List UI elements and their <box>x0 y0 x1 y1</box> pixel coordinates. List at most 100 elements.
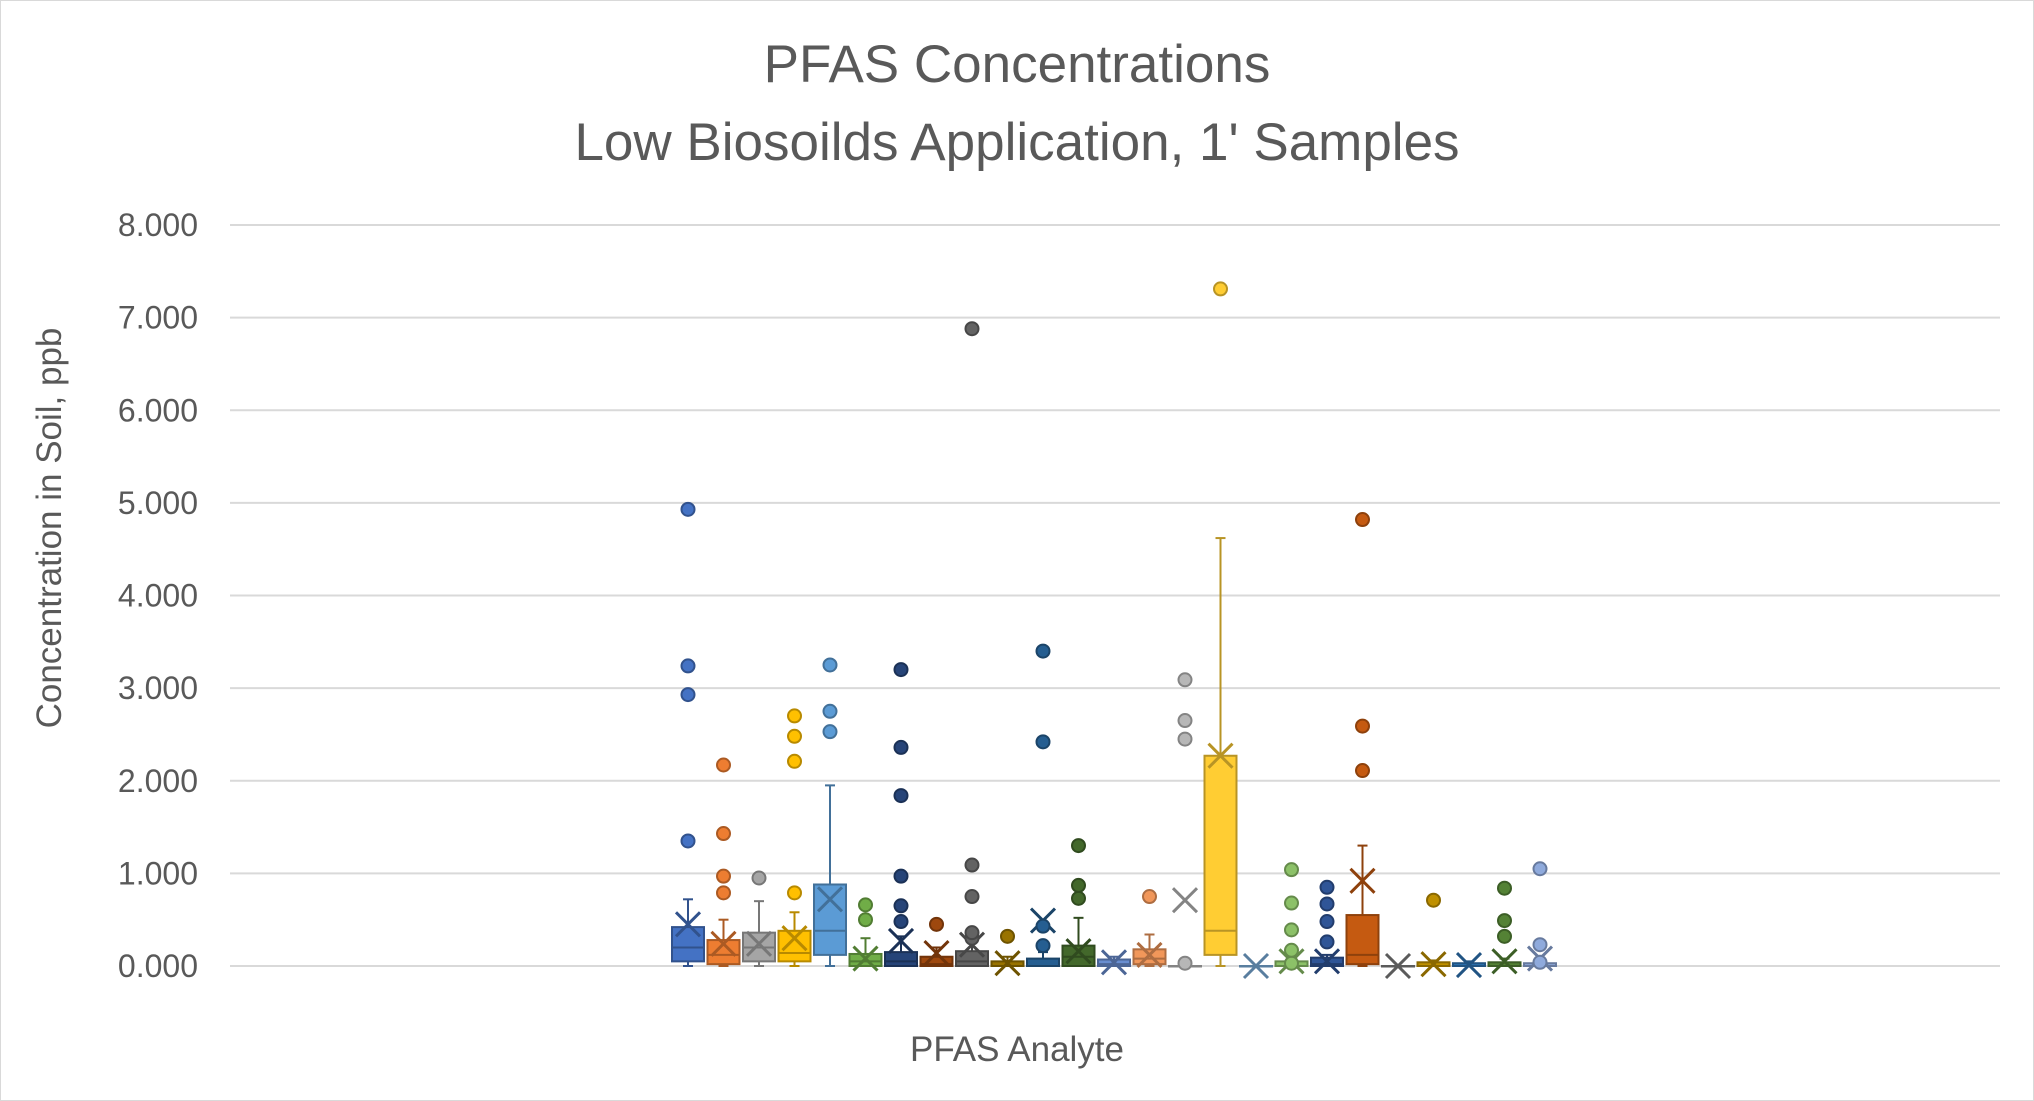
outlier-point <box>1284 942 1299 958</box>
outlier-point <box>1284 862 1299 878</box>
outlier-point <box>929 916 944 932</box>
mean-marker <box>1313 948 1341 975</box>
outlier-point <box>964 321 980 337</box>
mean-marker <box>781 925 808 952</box>
outlier-point <box>893 898 909 914</box>
outlier-point <box>893 662 909 678</box>
outlier-point <box>1497 913 1512 929</box>
outlier-point <box>1177 713 1193 729</box>
y-tick-label: 8.000 <box>118 207 198 243</box>
mean-marker <box>1207 742 1234 769</box>
outlier-point <box>964 889 980 905</box>
outlier-point <box>1071 877 1086 893</box>
outlier-point <box>1284 955 1299 971</box>
outlier-point <box>1035 734 1051 750</box>
outlier-point <box>1284 922 1299 938</box>
outlier-point <box>1035 938 1051 954</box>
outlier-point <box>1426 892 1441 908</box>
outlier-point <box>1071 890 1086 906</box>
mean-marker <box>674 911 702 938</box>
mean-marker <box>745 930 773 957</box>
mean-marker <box>994 950 1021 977</box>
outlier-point <box>1142 889 1157 905</box>
outlier-point <box>787 885 802 901</box>
outlier-point <box>751 870 767 886</box>
mean-marker <box>816 886 844 913</box>
mean-marker <box>1384 952 1412 980</box>
outlier-point <box>1035 918 1051 934</box>
outlier-point <box>1000 928 1015 944</box>
outlier-point <box>680 687 696 703</box>
box <box>1345 914 1380 966</box>
box <box>884 951 918 968</box>
outlier-point <box>1035 643 1051 659</box>
box <box>671 926 705 963</box>
outlier-point <box>1319 896 1335 912</box>
outlier-point <box>858 897 873 913</box>
box <box>813 883 847 956</box>
outlier-point <box>893 739 909 755</box>
outlier-point <box>893 914 909 930</box>
outlier-point <box>1532 937 1548 953</box>
outlier-point <box>716 757 731 773</box>
y-tick-label: 1.000 <box>118 855 198 891</box>
outlier-point <box>964 925 980 941</box>
outlier-point <box>716 885 731 901</box>
outlier-point <box>1284 895 1299 911</box>
box <box>919 955 954 967</box>
outlier-point <box>1319 934 1335 950</box>
y-tick-label: 5.000 <box>118 485 198 521</box>
outlier-point <box>1177 731 1193 747</box>
outlier-point <box>1497 880 1512 896</box>
outlier-point <box>964 857 980 873</box>
outlier-point <box>680 501 696 517</box>
outlier-point <box>787 708 802 724</box>
x-axis-title: PFAS Analyte <box>909 1030 1125 1069</box>
outlier-point <box>1177 955 1193 971</box>
outlier-point <box>680 833 696 849</box>
mean-marker <box>923 939 950 967</box>
y-tick-label: 6.000 <box>118 392 198 428</box>
mean-marker <box>887 927 915 955</box>
outlier-point <box>822 657 838 673</box>
y-tick-label: 3.000 <box>118 670 198 706</box>
mean-marker <box>1420 951 1447 978</box>
outlier-point <box>1177 672 1193 688</box>
outlier-point <box>716 868 731 884</box>
outlier-point <box>822 724 838 740</box>
outlier-point <box>893 788 909 804</box>
outlier-point <box>822 703 838 719</box>
outlier-point <box>1532 954 1548 970</box>
outlier-point <box>1071 838 1086 854</box>
outlier-point <box>1355 718 1370 734</box>
outlier-point <box>1497 928 1512 944</box>
outlier-point <box>1355 763 1370 779</box>
outlier-point <box>1213 281 1228 297</box>
y-tick-label: 4.000 <box>118 578 198 614</box>
mean-marker <box>1065 938 1092 965</box>
outlier-point <box>1532 861 1548 877</box>
outlier-point <box>680 658 696 674</box>
mean-marker <box>1100 949 1128 976</box>
box <box>1026 957 1060 968</box>
mean-marker <box>1349 867 1376 894</box>
mean-marker <box>852 945 879 972</box>
outlier-point <box>1355 512 1370 528</box>
outlier-point <box>716 826 731 842</box>
box <box>777 929 812 963</box>
mean-marker <box>1242 952 1270 980</box>
mean-marker <box>1491 948 1518 975</box>
mean-marker <box>1136 941 1163 968</box>
outlier-point <box>893 868 909 884</box>
box <box>955 950 989 967</box>
outlier-point <box>787 753 802 769</box>
outlier-point <box>1319 914 1335 930</box>
chart-title-line-1: PFAS Concentrations <box>763 35 1271 94</box>
outlier-point <box>858 912 873 928</box>
outlier-point <box>787 728 802 744</box>
outlier-point <box>1319 879 1335 895</box>
mean-marker <box>1171 887 1199 914</box>
y-tick-label: 7.000 <box>118 300 198 336</box>
